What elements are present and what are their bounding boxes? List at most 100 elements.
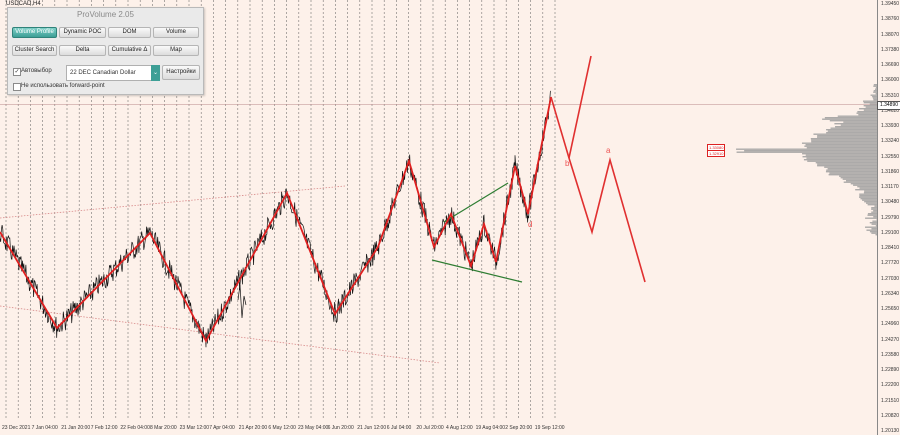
auto-select-checkbox[interactable]: ✓ — [13, 68, 21, 76]
time-tick-label: 19 Aug 04:00 — [475, 425, 506, 431]
profile-bar — [858, 114, 877, 116]
profile-bar — [736, 151, 877, 153]
profile-bar — [867, 213, 877, 215]
level-box-2[interactable]: 1.32910 — [707, 150, 726, 157]
profile-bar — [834, 123, 877, 125]
cumulative-delta-button[interactable]: Cumulative Δ — [108, 45, 151, 56]
profile-bar — [815, 162, 877, 164]
profile-bar — [856, 112, 877, 114]
price-tick-label: 1.34620 — [881, 107, 900, 114]
map-button[interactable]: Map — [153, 45, 199, 56]
price-tick-label: 1.24270 — [881, 336, 900, 343]
price-line-fragment — [237, 284, 247, 319]
price-tick-label: 1.29100 — [881, 229, 900, 236]
profile-bar — [872, 96, 877, 98]
time-tick-label: 21 Jan 20:00 — [61, 425, 91, 431]
time-tick-label: 7 Apr 04:00 — [209, 425, 235, 431]
profile-bar — [872, 220, 877, 222]
triangle-upper-line — [443, 182, 509, 223]
price-tick-label: 1.36000 — [881, 77, 900, 84]
profile-bar — [873, 99, 877, 101]
time-tick-label: 6 Jun 20:00 — [327, 425, 354, 431]
price-tick-label: 1.38760 — [881, 16, 900, 23]
profile-bar — [869, 231, 877, 233]
profile-bar — [864, 190, 877, 192]
price-tick-label: 1.20820 — [881, 412, 900, 419]
instrument-select[interactable]: 22 DEC Canadian Dollar ⌄ — [66, 65, 160, 81]
profile-bar — [871, 207, 877, 209]
profile-bar — [873, 91, 877, 93]
profile-bar — [863, 102, 877, 104]
time-tick-label: 4 Aug 12:00 — [446, 425, 473, 431]
time-tick-label: 21 Jun 12:00 — [357, 425, 387, 431]
wave-label-b: b — [565, 159, 570, 168]
profile-bar — [857, 186, 877, 188]
profile-bar — [824, 166, 877, 168]
volume-button[interactable]: Volume — [153, 27, 199, 38]
profile-bar — [873, 84, 877, 86]
price-tick-label: 1.33930 — [881, 123, 900, 129]
price-tick-label: 1.20130 — [881, 428, 900, 434]
wave-zigzag — [0, 96, 552, 343]
dynamic-poc-button[interactable]: Dynamic POC — [59, 27, 106, 38]
price-tick-label: 1.35310 — [881, 92, 900, 99]
volume-profile-button[interactable]: Volume Profile — [12, 27, 57, 38]
profile-bar — [857, 111, 877, 113]
profile-bar — [827, 168, 877, 170]
profile-bar — [859, 193, 877, 195]
profile-bar — [872, 97, 877, 99]
price-tick-label: 1.36690 — [881, 62, 900, 68]
forward-point-checkbox[interactable] — [13, 83, 21, 91]
profile-bar — [873, 85, 877, 87]
profile-bar — [744, 150, 877, 152]
cluster-search-button[interactable]: Cluster Search — [12, 45, 57, 56]
settings-button[interactable]: Настройки — [162, 65, 200, 80]
profile-bar — [843, 181, 877, 183]
profile-bar — [830, 127, 877, 129]
price-tick-label: 1.22200 — [881, 382, 900, 389]
profile-bar — [859, 187, 877, 189]
profile-bar — [873, 90, 877, 92]
profile-bar — [801, 142, 877, 144]
time-tick-label: 23 May 04:00 — [298, 425, 329, 431]
forecast-line-alt — [568, 55, 592, 159]
price-axis[interactable]: 1.39450 1.38760 1.38070 1.37380 1.36690 1.360… — [877, 0, 900, 435]
profile-bar — [875, 88, 877, 90]
profile-bar — [859, 195, 877, 197]
profile-bar — [803, 159, 877, 161]
profile-bar — [863, 109, 877, 111]
delta-button[interactable]: Delta — [59, 45, 106, 56]
price-line — [0, 90, 551, 348]
profile-bar — [863, 100, 877, 102]
auto-select-label: Автовыбор — [21, 68, 52, 74]
instrument-value: 22 DEC Canadian Dollar — [70, 70, 136, 76]
profile-bar — [826, 169, 877, 171]
profile-bar — [871, 232, 877, 234]
zigzag-line — [0, 96, 552, 343]
volume-profile — [736, 84, 877, 236]
dom-button[interactable]: DOM — [108, 27, 151, 38]
profile-bar — [826, 129, 877, 131]
profile-bar — [813, 133, 877, 135]
profile-bar — [866, 229, 877, 231]
time-tick-label: 7 Feb 12:00 — [90, 425, 118, 431]
price-tick-label: 1.27720 — [881, 260, 900, 267]
profile-bar — [736, 148, 877, 150]
price-tick-label: 1.24960 — [881, 321, 900, 328]
time-tick-label: 21 Apr 20:00 — [238, 425, 268, 431]
triangle-lower-line — [431, 259, 523, 283]
chevron-down-icon[interactable]: ⌄ — [151, 65, 160, 81]
profile-bar — [805, 144, 877, 146]
profile-bar — [862, 199, 877, 201]
time-tick-label: 7 Jan 04:00 — [31, 425, 58, 431]
profile-bar — [871, 223, 877, 225]
profile-bar — [871, 228, 877, 230]
price-tick-label: 1.25650 — [881, 306, 900, 312]
profile-bar — [853, 184, 877, 186]
price-tick-label: 1.31170 — [881, 184, 899, 190]
profile-bar — [873, 210, 877, 212]
price-tick-label: 1.29790 — [881, 214, 900, 221]
profile-bar — [845, 180, 877, 182]
price-tick-label: 1.22890 — [881, 367, 900, 373]
profile-bar — [806, 147, 877, 149]
